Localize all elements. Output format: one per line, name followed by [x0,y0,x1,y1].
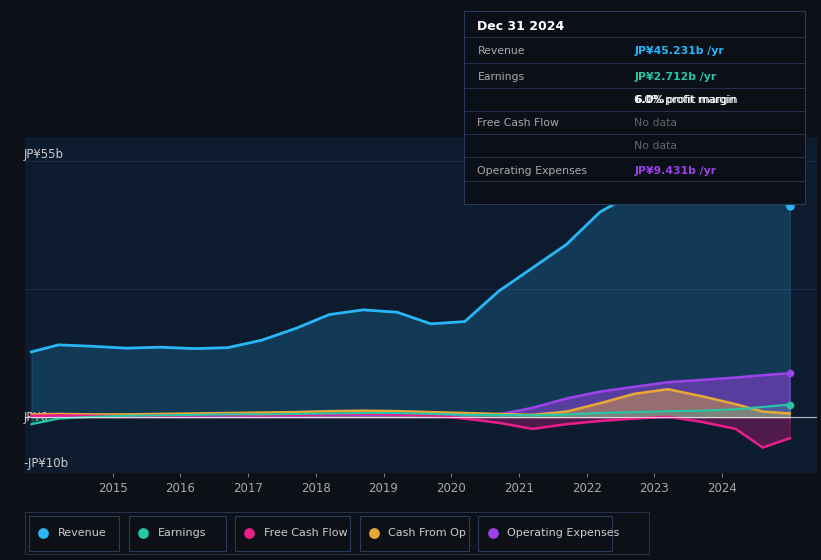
Text: JP¥9.431b /yr: JP¥9.431b /yr [635,166,717,176]
Text: profit margin: profit margin [663,95,738,105]
Point [136,529,149,538]
Point [783,400,796,409]
Point [486,529,499,538]
Text: Earnings: Earnings [158,529,206,538]
Text: JP¥0: JP¥0 [24,410,49,424]
Text: Free Cash Flow: Free Cash Flow [264,529,347,538]
Text: Revenue: Revenue [478,46,525,56]
Text: No data: No data [635,142,677,151]
Text: JP¥55b: JP¥55b [24,147,64,161]
Point [37,529,50,538]
Text: Operating Expenses: Operating Expenses [478,166,588,176]
Text: Free Cash Flow: Free Cash Flow [478,118,559,128]
Point [783,202,796,211]
Text: Dec 31 2024: Dec 31 2024 [478,20,565,33]
Text: JP¥45.231b /yr: JP¥45.231b /yr [635,46,724,56]
Text: Operating Expenses: Operating Expenses [507,529,619,538]
Text: Revenue: Revenue [57,529,107,538]
Text: Cash From Op: Cash From Op [388,529,466,538]
Text: No data: No data [635,118,677,128]
Text: 6.0%: 6.0% [635,95,664,105]
Text: -JP¥10b: -JP¥10b [24,458,69,470]
Text: 6.0% profit margin: 6.0% profit margin [635,95,736,105]
Text: JP¥2.712b /yr: JP¥2.712b /yr [635,72,717,82]
Point [783,368,796,377]
Point [243,529,256,538]
Text: Earnings: Earnings [478,72,525,82]
Text: Cash From Op: Cash From Op [0,559,1,560]
Point [368,529,381,538]
